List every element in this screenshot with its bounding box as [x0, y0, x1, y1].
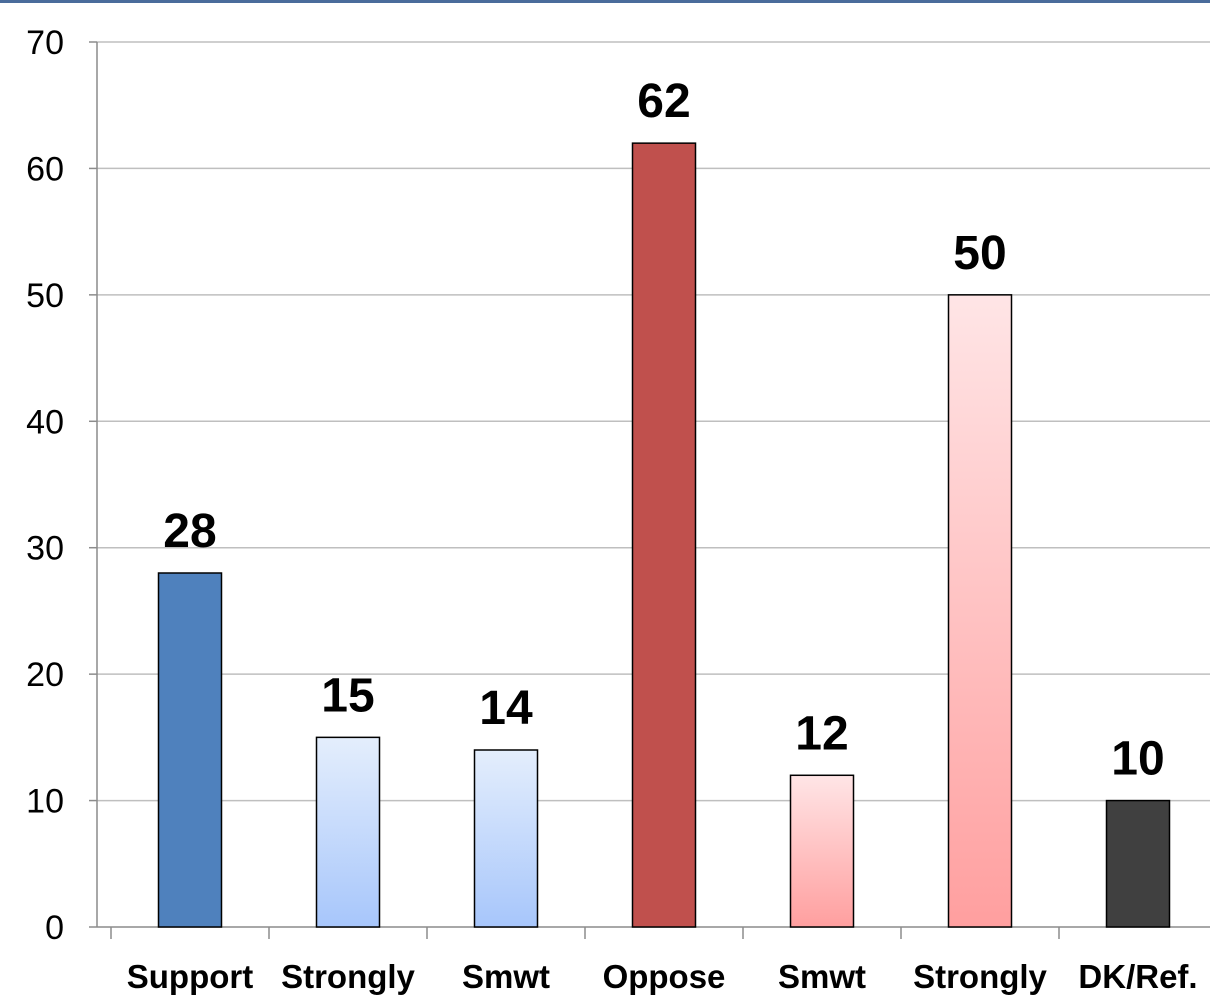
- data-label-3: 14: [479, 682, 533, 735]
- y-tick-label: 20: [26, 656, 64, 694]
- bar-4: [631, 142, 697, 928]
- y-tick-label: 10: [26, 783, 64, 821]
- bar-5: [789, 774, 855, 928]
- bar-2: [315, 736, 381, 928]
- y-tick-label: 50: [26, 277, 64, 315]
- data-label-2: 15: [321, 669, 374, 722]
- category-label-1: Support: [127, 958, 253, 995]
- y-tick-label: 70: [26, 24, 64, 62]
- gridlines: [97, 41, 1210, 802]
- data-label-7: 10: [1111, 733, 1164, 786]
- category-label-6: Strongly: [913, 958, 1047, 995]
- y-tick-label: 0: [45, 909, 64, 947]
- category-label-7: DK/Ref.: [1078, 958, 1197, 995]
- category-label-3: Smwt: [462, 958, 550, 995]
- top-border: [0, 0, 1210, 3]
- y-tick-label: 40: [26, 403, 64, 441]
- data-label-5: 12: [795, 707, 848, 760]
- bars: [157, 142, 1171, 928]
- category-label-4: Oppose: [603, 958, 726, 995]
- bar-3: [473, 749, 539, 928]
- data-label-1: 28: [163, 505, 216, 558]
- axes: 0 10 20 30 40 50 60 70: [26, 24, 1210, 947]
- labels: 28 Support 15 Strongly 14 Smwt 62 Oppose 12 Smwt 5…: [127, 75, 1198, 995]
- bar-6: [947, 294, 1013, 928]
- category-label-5: Smwt: [778, 958, 866, 995]
- data-label-6: 50: [953, 227, 1006, 280]
- category-label-2: Strongly: [281, 958, 415, 995]
- bar-7: [1105, 799, 1171, 928]
- y-tick-label: 60: [26, 150, 64, 188]
- y-tick-label: 30: [26, 530, 64, 568]
- data-label-4: 62: [637, 75, 690, 128]
- bar-1: [157, 572, 223, 928]
